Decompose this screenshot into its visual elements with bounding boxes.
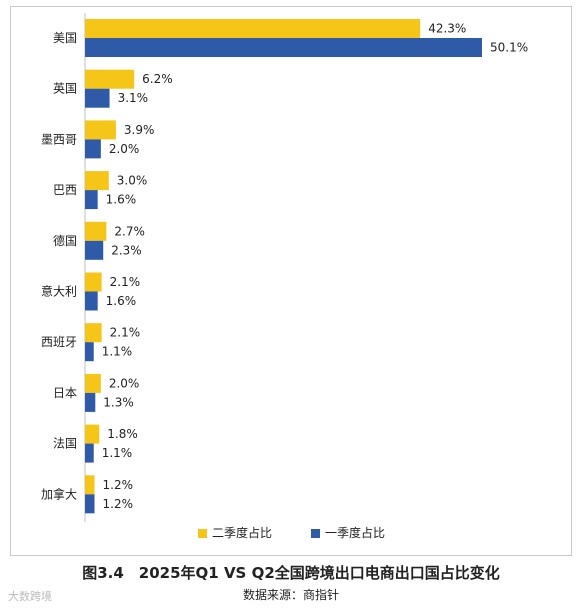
category-label: 墨西哥 bbox=[41, 132, 77, 146]
data-label: 1.8% bbox=[107, 427, 138, 441]
category-label: 德国 bbox=[53, 233, 77, 248]
data-label: 2.0% bbox=[109, 376, 139, 390]
data-label: 1.6% bbox=[106, 193, 137, 207]
figure-caption: 图3.4 2025年Q1 VS Q2全国跨境出口电商出口国占比变化 bbox=[82, 564, 500, 582]
category-label: 日本 bbox=[53, 386, 77, 400]
bar-q2 bbox=[85, 424, 100, 444]
bar-q1 bbox=[85, 443, 94, 463]
legend-swatch bbox=[311, 529, 320, 538]
bar-q1 bbox=[85, 494, 95, 514]
category-label: 巴西 bbox=[53, 183, 77, 197]
legend-label: 一季度占比 bbox=[325, 525, 385, 540]
bar-q2 bbox=[85, 272, 102, 292]
bar-q1 bbox=[85, 392, 96, 412]
data-label: 3.0% bbox=[117, 174, 148, 188]
data-label: 2.7% bbox=[114, 224, 144, 238]
bar-q2 bbox=[85, 373, 101, 393]
bar-q1 bbox=[85, 190, 98, 210]
data-label: 1.6% bbox=[106, 294, 137, 308]
data-label: 2.3% bbox=[111, 243, 142, 257]
data-label: 1.1% bbox=[102, 446, 133, 460]
bar-q2 bbox=[85, 323, 102, 343]
data-label: 1.2% bbox=[103, 478, 133, 492]
data-label: 1.3% bbox=[103, 395, 133, 409]
data-label: 50.1% bbox=[490, 41, 528, 55]
bar-q2 bbox=[85, 120, 116, 140]
data-label: 2.0% bbox=[109, 142, 139, 156]
bar-chart: 美国 42.3% 50.1% 英国 6.2% 3.1% 墨西哥 3.9% 2.0% 巴西 3.0% 1… bbox=[41, 13, 528, 540]
chart-frame: 美国 42.3% 50.1% 英国 6.2% 3.1% 墨西哥 3.9% 2.0% 巴西 3.0% 1… bbox=[10, 6, 572, 556]
category-label: 英国 bbox=[53, 82, 77, 96]
bar-q2 bbox=[85, 221, 107, 241]
data-label: 3.1% bbox=[118, 91, 149, 105]
data-label: 2.1% bbox=[110, 326, 141, 340]
watermark: 大数跨境 bbox=[8, 590, 52, 603]
category-label: 法国 bbox=[53, 437, 77, 451]
category-label: 西班牙 bbox=[41, 335, 77, 349]
bar-q2 bbox=[85, 475, 95, 495]
data-label: 3.9% bbox=[124, 123, 155, 137]
legend-swatch bbox=[198, 529, 207, 538]
bar-q1 bbox=[85, 139, 101, 159]
bar-q2 bbox=[85, 171, 109, 191]
category-label: 美国 bbox=[53, 31, 77, 45]
bar-q1 bbox=[85, 88, 110, 108]
bar-q2 bbox=[85, 69, 135, 89]
category-label: 意大利 bbox=[41, 284, 77, 299]
bar-q1 bbox=[85, 38, 482, 57]
bar-q2 bbox=[85, 19, 421, 38]
data-label: 1.1% bbox=[102, 345, 133, 359]
category-label: 加拿大 bbox=[41, 486, 77, 501]
data-label: 2.1% bbox=[110, 275, 141, 289]
legend-label: 二季度占比 bbox=[212, 525, 272, 540]
bar-q1 bbox=[85, 291, 98, 311]
data-label: 1.2% bbox=[103, 497, 133, 511]
bar-q1 bbox=[85, 342, 94, 362]
data-label: 6.2% bbox=[142, 72, 173, 86]
data-label: 42.3% bbox=[428, 22, 466, 36]
data-source: 数据来源：商指针 bbox=[242, 588, 339, 602]
bar-q1 bbox=[85, 240, 104, 260]
